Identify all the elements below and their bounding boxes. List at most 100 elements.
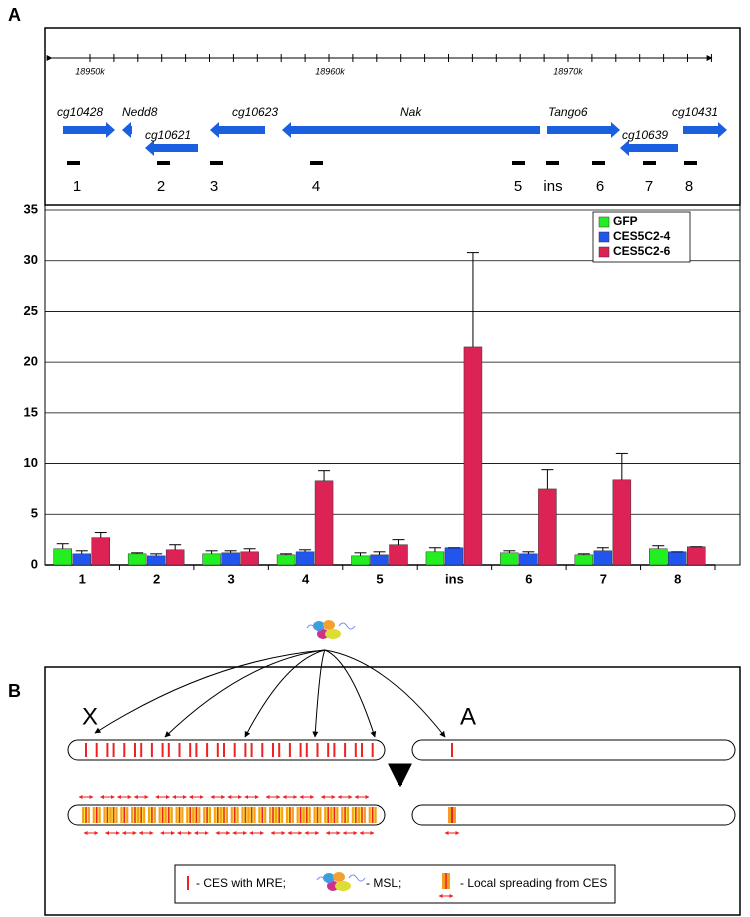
binding-arrow: [324, 649, 377, 738]
legend-box: [174, 864, 616, 904]
gene-arrow: [282, 122, 540, 138]
bar: [351, 555, 370, 566]
error-bar: [150, 553, 163, 556]
x-tick-label: ins: [445, 571, 464, 586]
y-tick-label: 20: [24, 354, 38, 369]
error-bar: [428, 547, 441, 552]
gene-label: Nedd8: [122, 105, 158, 119]
x-tick-label: 1: [79, 571, 86, 586]
x-tick-label: 5: [376, 571, 383, 586]
y-tick-label: 10: [24, 455, 38, 470]
error-bar: [652, 545, 665, 549]
error-bar: [522, 551, 535, 554]
chromosome-label: A: [460, 703, 476, 730]
gene-arrow: [145, 140, 198, 156]
amplicon-label: 7: [645, 178, 653, 195]
y-tick-label: 15: [24, 404, 38, 419]
bar: [295, 551, 315, 566]
x-tick-label: 2: [153, 571, 160, 586]
panel-label: B: [8, 681, 21, 701]
error-bar: [596, 547, 609, 551]
bar: [314, 480, 334, 566]
amplicon: [67, 161, 80, 165]
binding-arrow: [164, 649, 326, 738]
y-tick-label: 30: [24, 252, 38, 267]
gene-arrow: [63, 122, 115, 138]
error-bar: [94, 532, 107, 538]
legend-text: - Local spreading from CES: [460, 876, 607, 890]
amplicon: [546, 161, 559, 165]
error-bar: [541, 469, 554, 489]
bar: [687, 546, 706, 566]
y-tick-label: 0: [31, 556, 38, 571]
error-bar: [392, 539, 405, 545]
legend-swatch: [598, 231, 610, 243]
amplicon-label: ins: [543, 178, 562, 195]
bar: [53, 548, 72, 566]
error-bar: [75, 550, 88, 554]
x-tick-label: 7: [600, 571, 607, 586]
bar: [146, 555, 166, 566]
gene-label: cg10428: [57, 105, 103, 119]
gene-label: cg10431: [672, 105, 718, 119]
binding-arrow: [312, 649, 326, 738]
bar: [165, 549, 185, 566]
y-tick-label: 5: [31, 506, 38, 521]
gene-track: 18950k 18960k 18970k cg10428 Nedd8 cg10621 cg1…: [57, 54, 727, 195]
amplicon-label: 3: [210, 178, 218, 195]
panel-label: A: [8, 5, 21, 25]
error-bar: [169, 544, 182, 550]
error-bar: [503, 550, 516, 553]
error-bar: [131, 552, 144, 554]
gene-arrow: [210, 122, 265, 138]
bar: [538, 488, 557, 566]
gene-arrow: [547, 122, 620, 138]
bar: [91, 537, 110, 566]
legend-label: CES5C2-6: [613, 244, 671, 258]
diagram-box: [44, 666, 741, 916]
amplicon: [643, 161, 656, 165]
error-bar: [373, 551, 386, 555]
ruler-label: 18970k: [553, 66, 583, 76]
error-bar: [354, 552, 367, 556]
error-bar: [318, 470, 331, 481]
amplicon: [210, 161, 223, 165]
amplicon-label: 4: [312, 178, 320, 195]
y-tick-label: 25: [24, 303, 38, 318]
x-tick-label: 3: [227, 571, 234, 586]
amplicon-label: 8: [685, 178, 693, 195]
gene-label: Nak: [400, 105, 422, 119]
error-bar: [615, 452, 628, 480]
amplicon: [310, 161, 323, 165]
bar: [519, 553, 538, 566]
gene-arrow: [683, 122, 727, 138]
bar: [240, 551, 259, 566]
bar: [370, 554, 389, 566]
gene-label: Tango6: [548, 105, 588, 119]
gene-label: cg10623: [232, 105, 278, 119]
amplicon-label: 6: [596, 178, 604, 195]
gene-arrow: [620, 140, 678, 156]
bar: [500, 552, 519, 566]
error-bar: [299, 549, 312, 552]
gene-label: cg10621: [145, 128, 191, 142]
gene-label: cg10639: [622, 128, 668, 142]
binding-arrow: [324, 649, 446, 738]
amplicon-label: 5: [514, 178, 522, 195]
error-bar: [56, 543, 69, 549]
legend-swatch: [598, 246, 610, 258]
model-diagram: X A - CES with MRE; - MSL; - Local spreading…: [67, 619, 736, 904]
a-chromosome-spread: [411, 804, 736, 826]
error-bar: [280, 553, 293, 555]
bar: [463, 346, 483, 566]
a-chromosome: [411, 739, 736, 761]
amplicon: [157, 161, 170, 165]
bar: [127, 553, 147, 566]
legend-label: CES5C2-4: [613, 229, 671, 243]
amplicon: [512, 161, 525, 165]
amplicon-label: 2: [157, 178, 165, 195]
error-bar: [577, 553, 590, 555]
error-bar: [205, 550, 218, 554]
